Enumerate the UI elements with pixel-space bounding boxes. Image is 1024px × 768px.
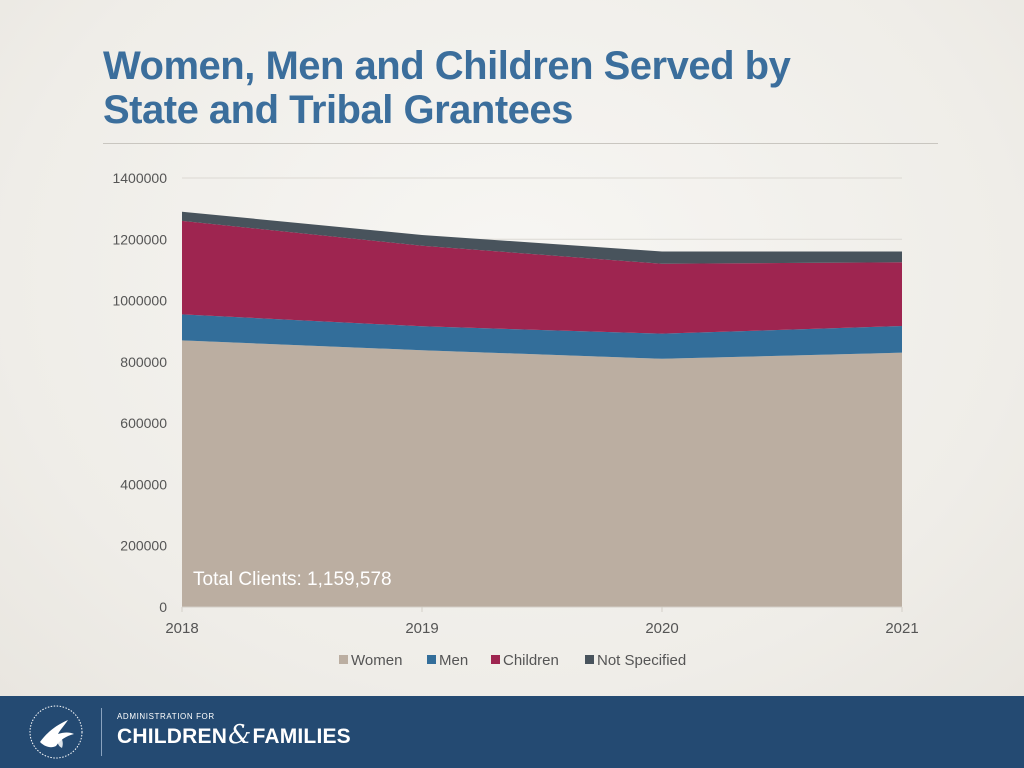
acf-logo: ADMINISTRATION FOR CHILDREN&FAMILIES [117, 712, 351, 750]
title-divider [103, 143, 938, 144]
x-tick-label: 2019 [405, 620, 438, 637]
logo-word-children: CHILDREN [117, 725, 228, 748]
y-tick-label: 200000 [120, 538, 167, 554]
legend-label: Children [503, 652, 559, 669]
y-axis: 0 200000 400000 600000 800000 1000000 1200000 1… [112, 170, 167, 615]
logo-small-text: ADMINISTRATION FOR [117, 712, 215, 721]
legend-item-children: Children [491, 652, 559, 669]
total-clients-annotation: Total Clients: 1,159,578 [193, 569, 392, 590]
legend-swatch [491, 655, 500, 664]
slide-title-line-1: Women, Men and Children Served by [103, 44, 791, 88]
legend-label: Women [351, 652, 402, 669]
area-series-not-specified [182, 211, 902, 264]
legend-swatch [427, 655, 436, 664]
slide-title-line-2: State and Tribal Grantees [103, 88, 573, 132]
area-series-men [182, 314, 902, 359]
stacked-area-chart: 2018 2019 2020 2021 0 200000 400000 600000 8000… [112, 170, 919, 669]
legend-swatch [585, 655, 594, 664]
footer-bar: ADMINISTRATION FOR CHILDREN&FAMILIES [0, 696, 1024, 768]
legend-item-men: Men [427, 652, 468, 669]
legend-label: Men [439, 652, 468, 669]
slide-title: Women, Men and Children Served by State … [103, 44, 943, 132]
chart-legend: Women Men Children Not Specified [339, 652, 686, 669]
area-series-women [182, 340, 902, 607]
y-tick-label: 800000 [120, 354, 167, 370]
y-tick-label: 1200000 [112, 231, 167, 247]
logo-ampersand: & [228, 720, 252, 750]
area-series [182, 211, 902, 607]
x-tick-label: 2018 [165, 620, 198, 637]
legend-item-women: Women [339, 652, 402, 669]
y-tick-label: 400000 [120, 476, 167, 492]
y-tick-label: 1400000 [112, 170, 167, 186]
logo-word-families: FAMILIES [252, 725, 351, 748]
legend-item-not-specified: Not Specified [585, 652, 686, 669]
hhs-eagle-seal-icon [29, 705, 83, 759]
legend-swatch [339, 655, 348, 664]
x-tick-label: 2020 [645, 620, 678, 637]
y-tick-label: 0 [159, 599, 167, 615]
area-series-children [182, 220, 902, 334]
y-tick-label: 1000000 [112, 293, 167, 309]
footer-divider [101, 708, 102, 756]
logo-main-text: CHILDREN&FAMILIES [117, 722, 351, 750]
y-tick-label: 600000 [120, 415, 167, 431]
x-tick-label: 2021 [885, 620, 918, 637]
x-axis: 2018 2019 2020 2021 [165, 606, 919, 637]
legend-label: Not Specified [597, 652, 686, 669]
